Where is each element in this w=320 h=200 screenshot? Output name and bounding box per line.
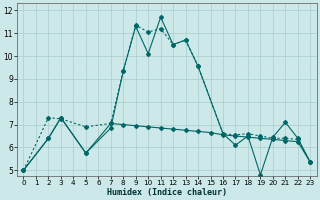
X-axis label: Humidex (Indice chaleur): Humidex (Indice chaleur) bbox=[107, 188, 227, 197]
